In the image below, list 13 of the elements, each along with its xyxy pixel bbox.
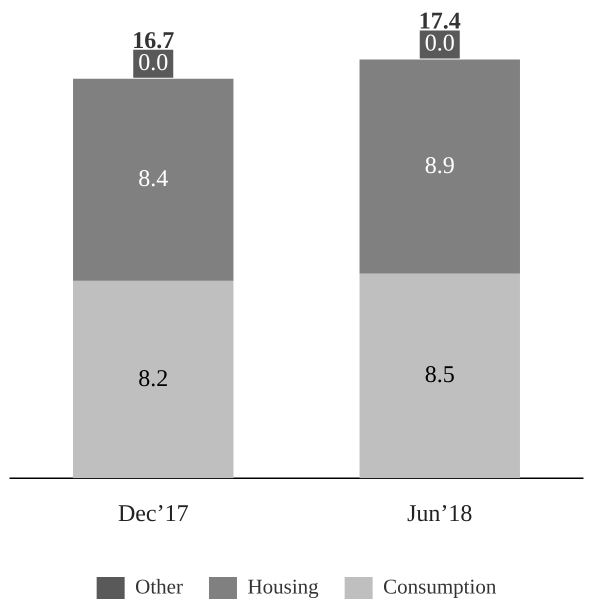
data-label: 8.9 <box>424 152 455 179</box>
bar <box>73 78 234 281</box>
legend-label: Housing <box>247 574 320 599</box>
bar <box>73 280 234 478</box>
legend-label: Consumption <box>383 574 497 599</box>
legend-label: Other <box>135 574 183 599</box>
x-tick-label: Jun’18 <box>407 500 472 527</box>
data-label: 8.2 <box>138 366 168 392</box>
data-label: 8.4 <box>138 166 168 192</box>
data-label: 8.5 <box>424 362 455 388</box>
x-tick-label: Dec’17 <box>118 500 189 527</box>
bar <box>360 274 520 478</box>
bar <box>360 59 520 274</box>
